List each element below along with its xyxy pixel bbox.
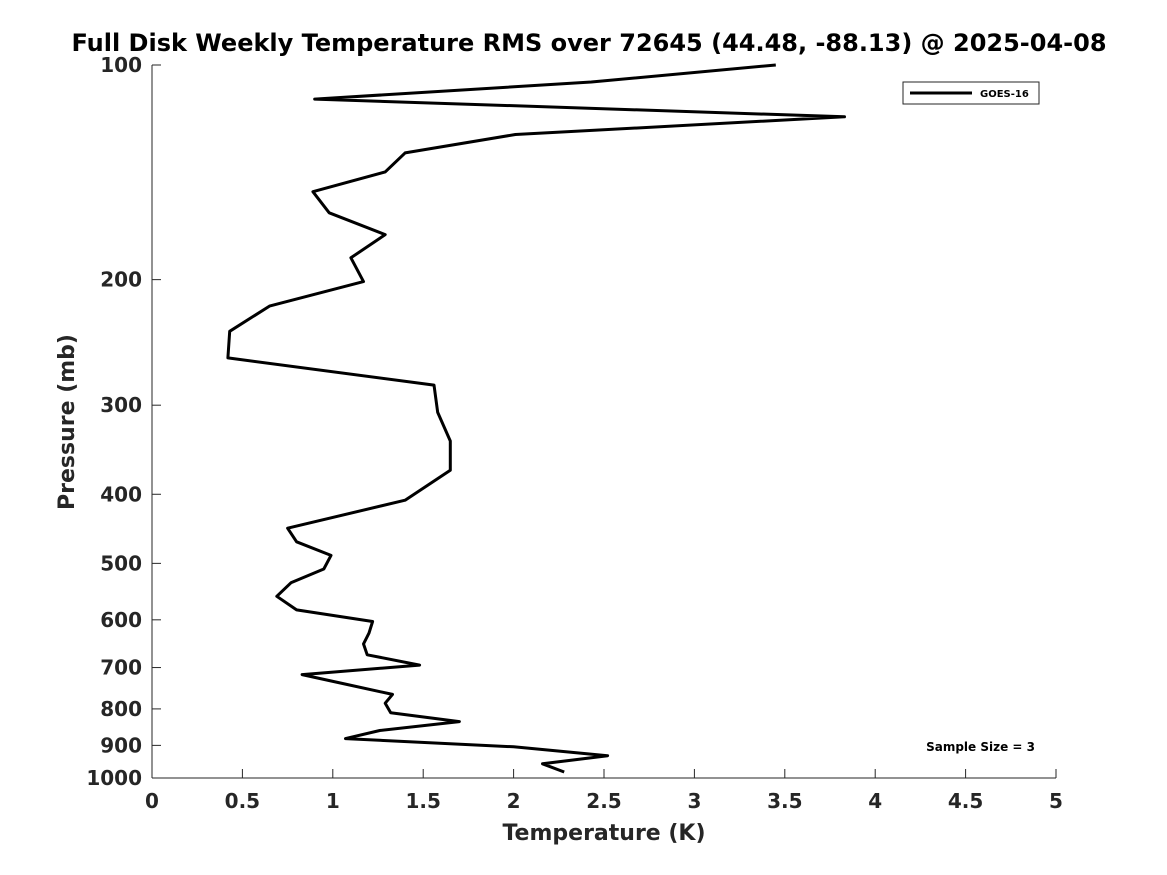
plot-axes bbox=[151, 65, 1056, 779]
y-ticks: 100 200 300 400 500 600 700 800 900 1000 bbox=[86, 53, 161, 790]
y-tick-label: 1000 bbox=[86, 766, 142, 790]
y-tick-label: 200 bbox=[100, 268, 142, 292]
y-tick-label: 900 bbox=[100, 733, 142, 757]
x-tick-label: 2 bbox=[507, 789, 521, 813]
x-tick-label: 3.5 bbox=[767, 789, 802, 813]
y-tick-label: 400 bbox=[100, 482, 142, 506]
y-tick-label: 500 bbox=[100, 551, 142, 575]
y-tick-label: 600 bbox=[100, 608, 142, 632]
x-tick-label: 2.5 bbox=[586, 789, 621, 813]
x-tick-label: 4.5 bbox=[948, 789, 983, 813]
series-line-goes-16 bbox=[226, 63, 846, 774]
x-tick-label: 5 bbox=[1049, 789, 1063, 813]
x-ticks: 0 0.5 1 1.5 2 2.5 3 3.5 4 4.5 5 bbox=[145, 769, 1063, 813]
x-axis-label: Temperature (K) bbox=[502, 821, 705, 846]
legend-label-goes-16: GOES-16 bbox=[980, 89, 1029, 100]
y-tick-label: 800 bbox=[100, 697, 142, 721]
x-tick-label: 0 bbox=[145, 789, 159, 813]
x-tick-label: 0.5 bbox=[225, 789, 260, 813]
y-tick-label: 300 bbox=[100, 393, 142, 417]
y-axis-label: Pressure (mb) bbox=[55, 334, 80, 510]
series-layer bbox=[226, 63, 846, 774]
x-tick-label: 4 bbox=[868, 789, 882, 813]
y-tick-label: 700 bbox=[100, 656, 142, 680]
x-tick-label: 3 bbox=[687, 789, 701, 813]
chart-title: Full Disk Weekly Temperature RMS over 72… bbox=[71, 29, 1106, 57]
legend: GOES-16 bbox=[902, 81, 1040, 105]
x-tick-label: 1.5 bbox=[405, 789, 440, 813]
sample-size-annotation: Sample Size = 3 bbox=[926, 740, 1035, 754]
x-tick-label: 1 bbox=[326, 789, 340, 813]
y-tick-label: 100 bbox=[100, 53, 142, 77]
